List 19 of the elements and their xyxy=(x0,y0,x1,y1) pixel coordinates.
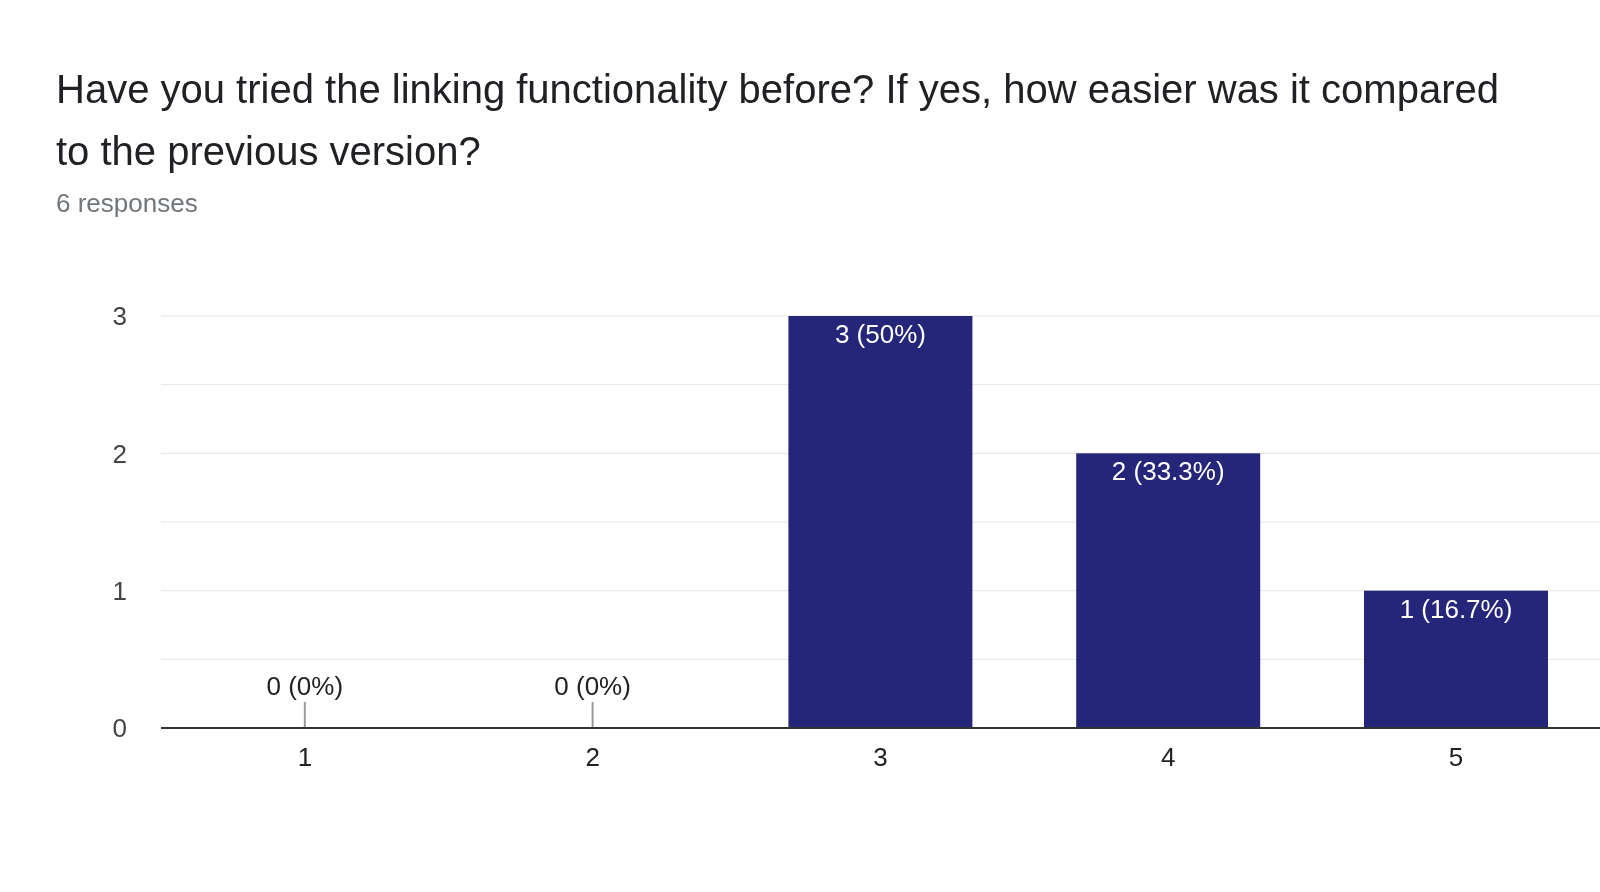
y-tick-label: 0 xyxy=(112,713,127,744)
x-tick-label: 1 xyxy=(297,742,313,773)
y-tick-label: 3 xyxy=(112,301,127,332)
x-tick-label: 4 xyxy=(1161,742,1176,773)
x-tick-label: 2 xyxy=(585,742,600,773)
bar xyxy=(788,316,973,728)
data-label: 1 (16.7%) xyxy=(1399,593,1513,624)
chart-title: Have you tried the linking functionality before? If yes, how easier was it compared to the previous version? xyxy=(56,66,1500,175)
x-tick-label: 5 xyxy=(1448,742,1464,773)
data-label: 0 (0%) xyxy=(266,671,344,701)
bar xyxy=(1364,590,1548,728)
y-tick-label: 2 xyxy=(112,438,127,469)
chart-subtitle: 6 responses xyxy=(56,188,199,219)
y-tick-label: 1 xyxy=(112,575,127,606)
x-tick-label: 3 xyxy=(873,742,888,773)
bar xyxy=(1076,453,1261,728)
data-label: 2 (33.3%) xyxy=(1111,456,1225,487)
data-label: 0 (0%) xyxy=(554,671,631,701)
data-label: 3 (50%) xyxy=(834,319,926,349)
